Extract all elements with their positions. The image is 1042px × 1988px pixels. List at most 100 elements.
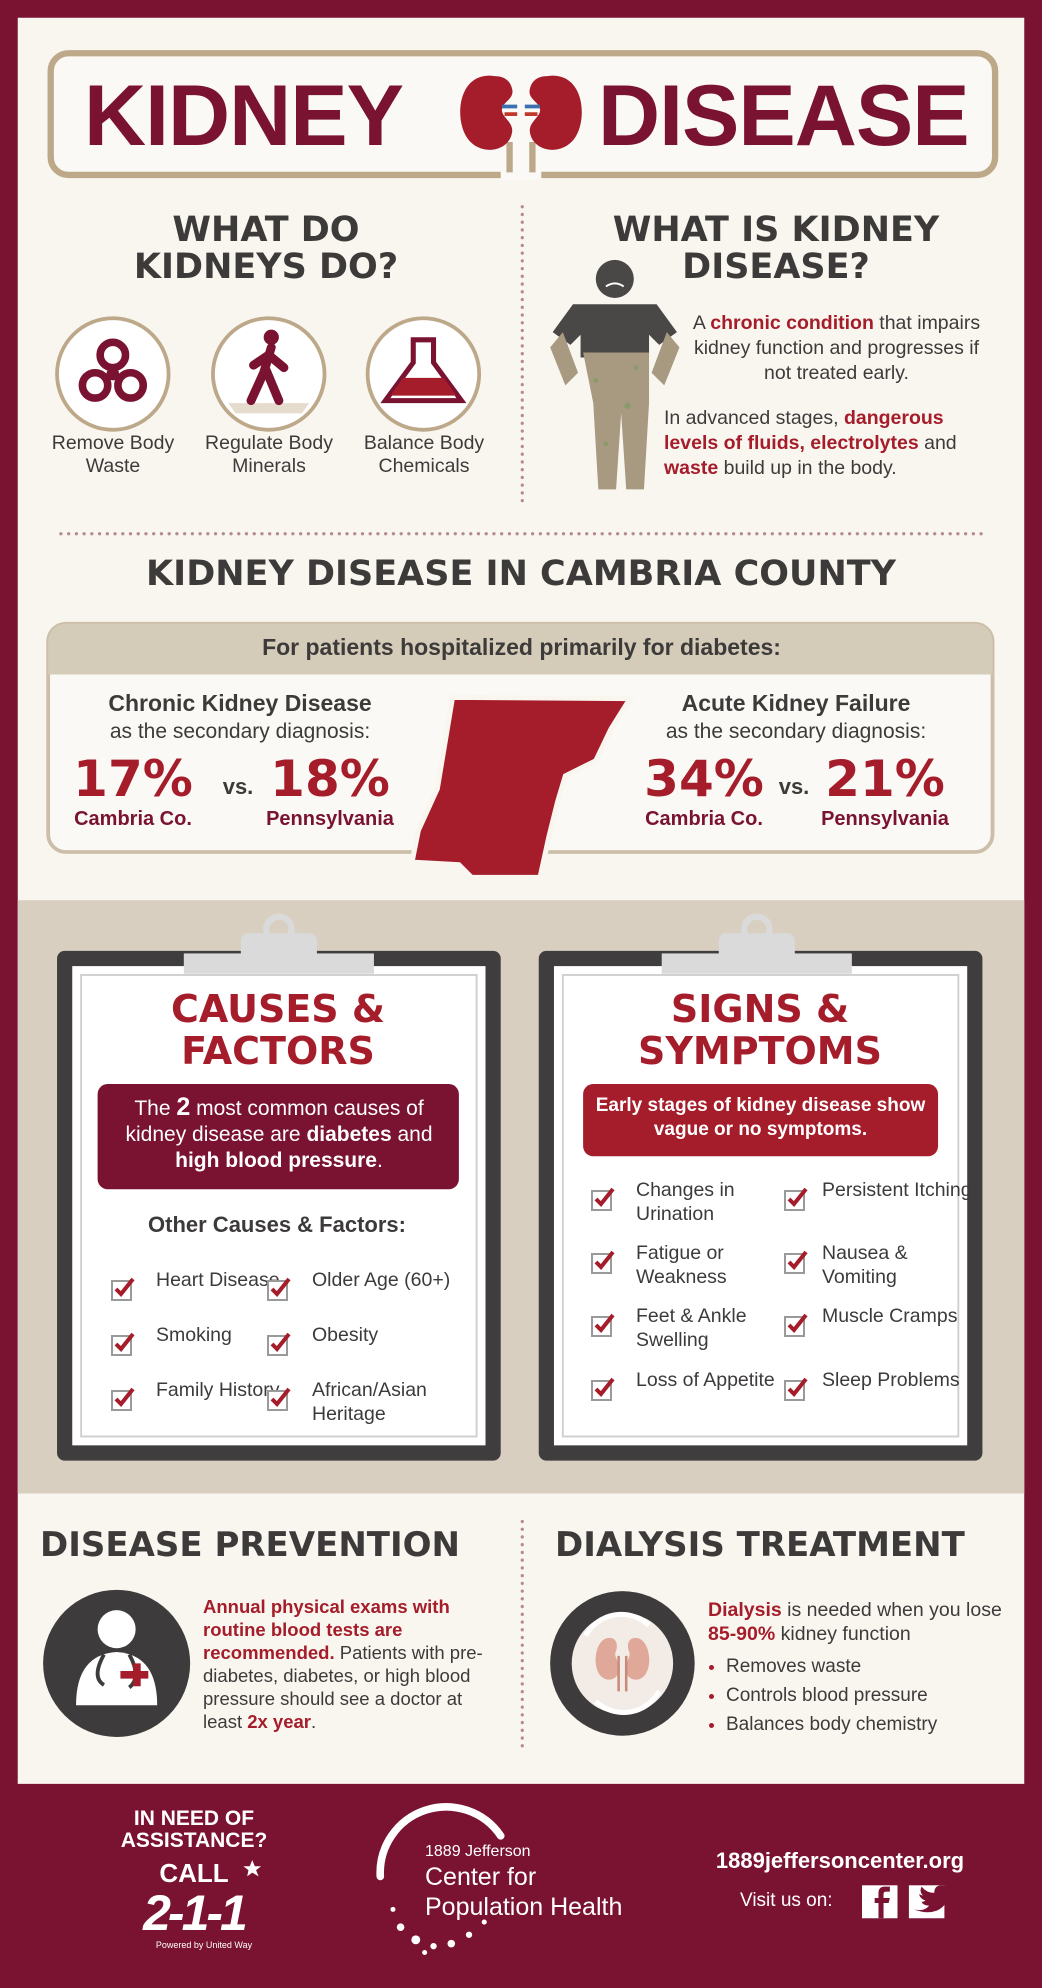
vs: vs. — [222, 774, 254, 799]
phone-number: 2-1-1 — [143, 1885, 248, 1941]
emphasis: waste — [664, 457, 719, 479]
text: and — [918, 432, 957, 454]
emphasis: chronic condition — [710, 312, 874, 334]
emphasis: dangerous levels of fluids, electrolytes — [664, 407, 944, 454]
stat-label: Cambria Co. — [74, 808, 192, 830]
org-line: Center for — [425, 1863, 537, 1891]
section-title: DIALYSIS TREATMENT — [555, 1525, 965, 1565]
stat-label: Pennsylvania — [821, 808, 949, 830]
text: that impairs kidney function and progres… — [693, 312, 981, 384]
text: . — [377, 1149, 383, 1172]
emphasis: 2x year — [247, 1711, 312, 1732]
checkbox — [590, 1374, 618, 1402]
paragraph: Dialysis is needed when you lose 85-90% … — [708, 1598, 1008, 1739]
check-icon — [111, 1332, 135, 1356]
check-icon — [267, 1332, 291, 1356]
function-label: Balance Body Chemicals — [363, 432, 485, 477]
check-icon — [784, 1187, 808, 1211]
stat-name: Acute Kidney Failure — [681, 690, 911, 716]
org-name: Center for Population Health — [425, 1862, 622, 1922]
emphasis: 85-90% — [708, 1623, 776, 1645]
stat-value: 21% — [825, 750, 945, 808]
check-icon — [111, 1277, 135, 1301]
text: and — [391, 1123, 433, 1146]
powered-by: Powered by United Way — [155, 1940, 253, 1950]
function-label: Remove Body Waste — [51, 432, 175, 477]
emphasis: high blood pressure — [175, 1149, 377, 1172]
text: most common causes of kidney disease are — [125, 1097, 424, 1146]
org-small: 1889 Jefferson — [425, 1843, 531, 1860]
list-item: Persistent Itching — [822, 1179, 972, 1201]
call: CALL — [159, 1858, 229, 1888]
checkbox — [266, 1384, 294, 1412]
checkbox — [590, 1184, 618, 1212]
visit: Visit us on: — [740, 1890, 833, 1911]
stat-note: as the secondary diagnosis: — [109, 720, 371, 743]
checkbox — [266, 1329, 294, 1357]
check-icon — [591, 1250, 615, 1274]
list-item: Sleep Problems — [822, 1369, 960, 1391]
emphasis: diabetes — [306, 1123, 392, 1146]
card-title: CAUSES & FACTORS — [170, 987, 386, 1073]
text: The — [134, 1097, 177, 1120]
checkbox — [783, 1247, 811, 1275]
list-item: Fatigue or Weakness — [636, 1242, 727, 1288]
check-icon — [591, 1313, 615, 1337]
list-item: Changes in Urination — [636, 1179, 735, 1225]
section-title: WHAT DO KIDNEYS DO? — [133, 210, 399, 287]
checkbox — [110, 1384, 138, 1412]
section-title: DISEASE PREVENTION — [40, 1525, 460, 1565]
stat-value: 17% — [73, 750, 193, 808]
card-title: SIGNS & SYMPTOMS — [638, 987, 882, 1073]
function-label: Regulate Body Minerals — [205, 432, 333, 477]
assistance: IN NEED OF ASSISTANCE? — [120, 1807, 268, 1852]
check-icon — [591, 1377, 615, 1401]
check-icon — [267, 1387, 291, 1411]
bullet: Balances body chemistry — [726, 1710, 1008, 1739]
emphasis: 2 — [176, 1093, 191, 1121]
list-item: Nausea & Vomiting — [822, 1242, 908, 1288]
list-item: Muscle Cramps — [822, 1305, 958, 1327]
subtitle: Other Causes & Factors: — [148, 1212, 406, 1237]
checkbox — [110, 1329, 138, 1357]
highlight: The 2 most common causes of kidney disea… — [104, 1094, 454, 1174]
highlight: Early stages of kidney disease show vagu… — [595, 1095, 926, 1140]
list-item: Family History — [156, 1379, 280, 1401]
checkbox — [783, 1184, 811, 1212]
checkbox — [266, 1274, 294, 1302]
checkbox — [590, 1310, 618, 1338]
list-item: Smoking — [156, 1324, 232, 1346]
text: kidney function — [775, 1623, 911, 1645]
emphasis: Dialysis — [708, 1599, 782, 1621]
bullet: Removes waste — [726, 1652, 1008, 1681]
text: is needed when you lose — [781, 1599, 1002, 1621]
text: A — [692, 312, 711, 334]
text: In advanced stages, — [664, 407, 844, 429]
stat-value: 34% — [644, 750, 764, 808]
stat-note: as the secondary diagnosis: — [665, 720, 927, 743]
check-icon — [591, 1187, 615, 1211]
paragraph: Annual physical exams with routine blood… — [203, 1595, 503, 1733]
vs: vs. — [778, 774, 810, 799]
section-title: WHAT IS KIDNEY DISEASE? — [612, 210, 940, 287]
checkbox — [783, 1310, 811, 1338]
text: Patients with pre-diabetes, diabetes, or… — [203, 1642, 483, 1732]
list-item: Feet & Ankle Swelling — [636, 1305, 747, 1351]
list-item: Heart Disease — [156, 1269, 280, 1291]
stat-name: Chronic Kidney Disease — [108, 690, 372, 716]
stat-label: Cambria Co. — [645, 808, 763, 830]
bullet: Controls blood pressure — [726, 1681, 1008, 1710]
text: build up in the body. — [718, 457, 897, 479]
emphasis: Annual physical exams with routine blood… — [203, 1596, 450, 1663]
paragraph: In advanced stages, dangerous levels of … — [664, 406, 990, 481]
list-item: Loss of Appetite — [636, 1369, 775, 1391]
website: 1889jeffersoncenter.org — [715, 1848, 965, 1873]
checkbox — [590, 1247, 618, 1275]
text: . — [311, 1711, 317, 1732]
stat-value: 18% — [270, 750, 390, 808]
section-title: KIDNEY DISEASE IN CAMBRIA COUNTY — [146, 554, 896, 594]
list-item: African/Asian Heritage — [312, 1379, 427, 1425]
checkbox — [110, 1274, 138, 1302]
